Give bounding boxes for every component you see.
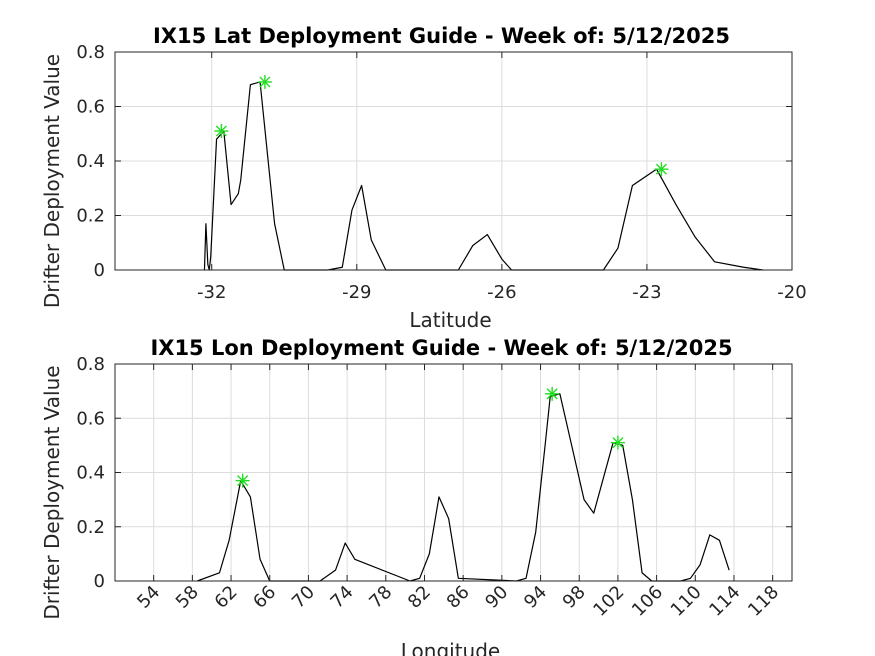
chart-title: IX15 Lon Deployment Guide - Week of: 5/1… — [150, 336, 732, 360]
x-tick-label: 94 — [520, 582, 551, 613]
peak-marker — [545, 386, 560, 401]
x-tick-label: -23 — [632, 282, 661, 303]
x-tick-label: 86 — [443, 582, 474, 613]
y-tick-label: 0.8 — [76, 42, 105, 63]
chart-title: IX15 Lat Deployment Guide - Week of: 5/1… — [153, 24, 730, 48]
x-tick-label: 102 — [589, 582, 628, 621]
x-tick-label: 90 — [481, 582, 512, 613]
y-tick-label: 0.2 — [76, 206, 105, 227]
x-tick-label: -29 — [342, 282, 371, 303]
x-tick-label: -20 — [777, 282, 806, 303]
x-tick-label: 106 — [628, 582, 667, 621]
peak-marker — [257, 74, 272, 89]
x-axis-label: Latitude — [409, 308, 491, 332]
y-axis-label: Drifter Deployment Value — [40, 54, 64, 308]
x-tick-label: 78 — [365, 582, 396, 613]
x-tick-label: 74 — [327, 582, 358, 613]
y-tick-label: 0.4 — [76, 151, 105, 172]
peak-marker — [610, 435, 625, 450]
y-tick-label: 0.2 — [76, 517, 105, 538]
x-axis-label: Longitude — [401, 639, 500, 656]
latitude-chart: -32 -29 -26 -23 -20 0 0.2 0.4 0.6 0.8 IX15 Lat Dep… — [40, 24, 807, 332]
y-tick-label: 0 — [94, 571, 105, 592]
peak-marker — [654, 162, 669, 177]
x-tick-label: -32 — [197, 282, 226, 303]
peak-marker — [235, 473, 250, 488]
x-tick-label: 62 — [211, 582, 242, 613]
x-tick-label: 110 — [667, 582, 706, 621]
y-tick-label: 0.6 — [76, 408, 105, 429]
x-tick-label: -26 — [487, 282, 516, 303]
y-tick-label: 0.4 — [76, 463, 105, 484]
x-tick-label: 58 — [172, 582, 203, 613]
x-tick-label: 70 — [288, 582, 319, 613]
x-tick-label: 66 — [249, 582, 280, 613]
x-tick-label: 54 — [133, 582, 164, 613]
x-tick-label: 114 — [705, 582, 744, 621]
y-tick-label: 0 — [94, 260, 105, 281]
y-axis-label: Drifter Deployment Value — [40, 365, 64, 619]
x-tick-label: 82 — [404, 582, 435, 613]
y-tick-label: 0.6 — [76, 97, 105, 118]
longitude-chart: 54 58 62 66 70 74 78 82 86 90 94 98 102 106 110 114 118 0… — [40, 336, 793, 656]
peak-marker — [214, 124, 229, 139]
y-tick-label: 0.8 — [76, 354, 105, 375]
x-tick-label: 98 — [559, 582, 590, 613]
x-tick-label: 118 — [744, 582, 783, 621]
